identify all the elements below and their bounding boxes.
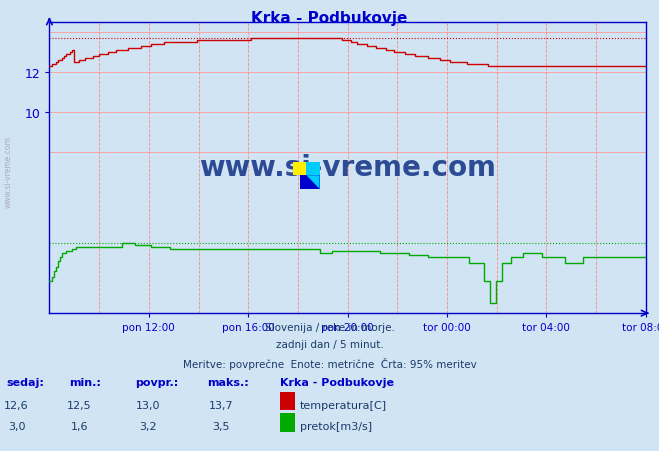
Text: min.:: min.: [69,377,101,387]
Bar [300,176,320,189]
Bar [293,162,306,176]
Text: Krka - Podbukovje: Krka - Podbukovje [280,377,394,387]
Text: 12,6: 12,6 [4,400,29,410]
Text: zadnji dan / 5 minut.: zadnji dan / 5 minut. [275,340,384,350]
Text: www.si-vreme.com: www.si-vreme.com [199,154,496,182]
Polygon shape [293,162,306,176]
Text: 1,6: 1,6 [71,421,88,431]
Text: Meritve: povprečne  Enote: metrične  Črta: 95% meritev: Meritve: povprečne Enote: metrične Črta:… [183,357,476,369]
Text: 12,5: 12,5 [67,400,92,410]
Text: 3,5: 3,5 [212,421,229,431]
Polygon shape [306,176,320,189]
Text: 3,0: 3,0 [8,421,25,431]
Text: Slovenija / reke in morje.: Slovenija / reke in morje. [264,322,395,332]
Text: 13,7: 13,7 [208,400,233,410]
Text: sedaj:: sedaj: [7,377,44,387]
Text: povpr.:: povpr.: [135,377,179,387]
Text: 13,0: 13,0 [136,400,161,410]
Bar [306,162,320,176]
Text: maks.:: maks.: [208,377,249,387]
Text: temperatura[C]: temperatura[C] [300,400,387,410]
Text: Krka - Podbukovje: Krka - Podbukovje [251,11,408,26]
Text: 3,2: 3,2 [140,421,157,431]
Text: pretok[m3/s]: pretok[m3/s] [300,421,372,431]
Text: www.si-vreme.com: www.si-vreme.com [3,135,13,207]
